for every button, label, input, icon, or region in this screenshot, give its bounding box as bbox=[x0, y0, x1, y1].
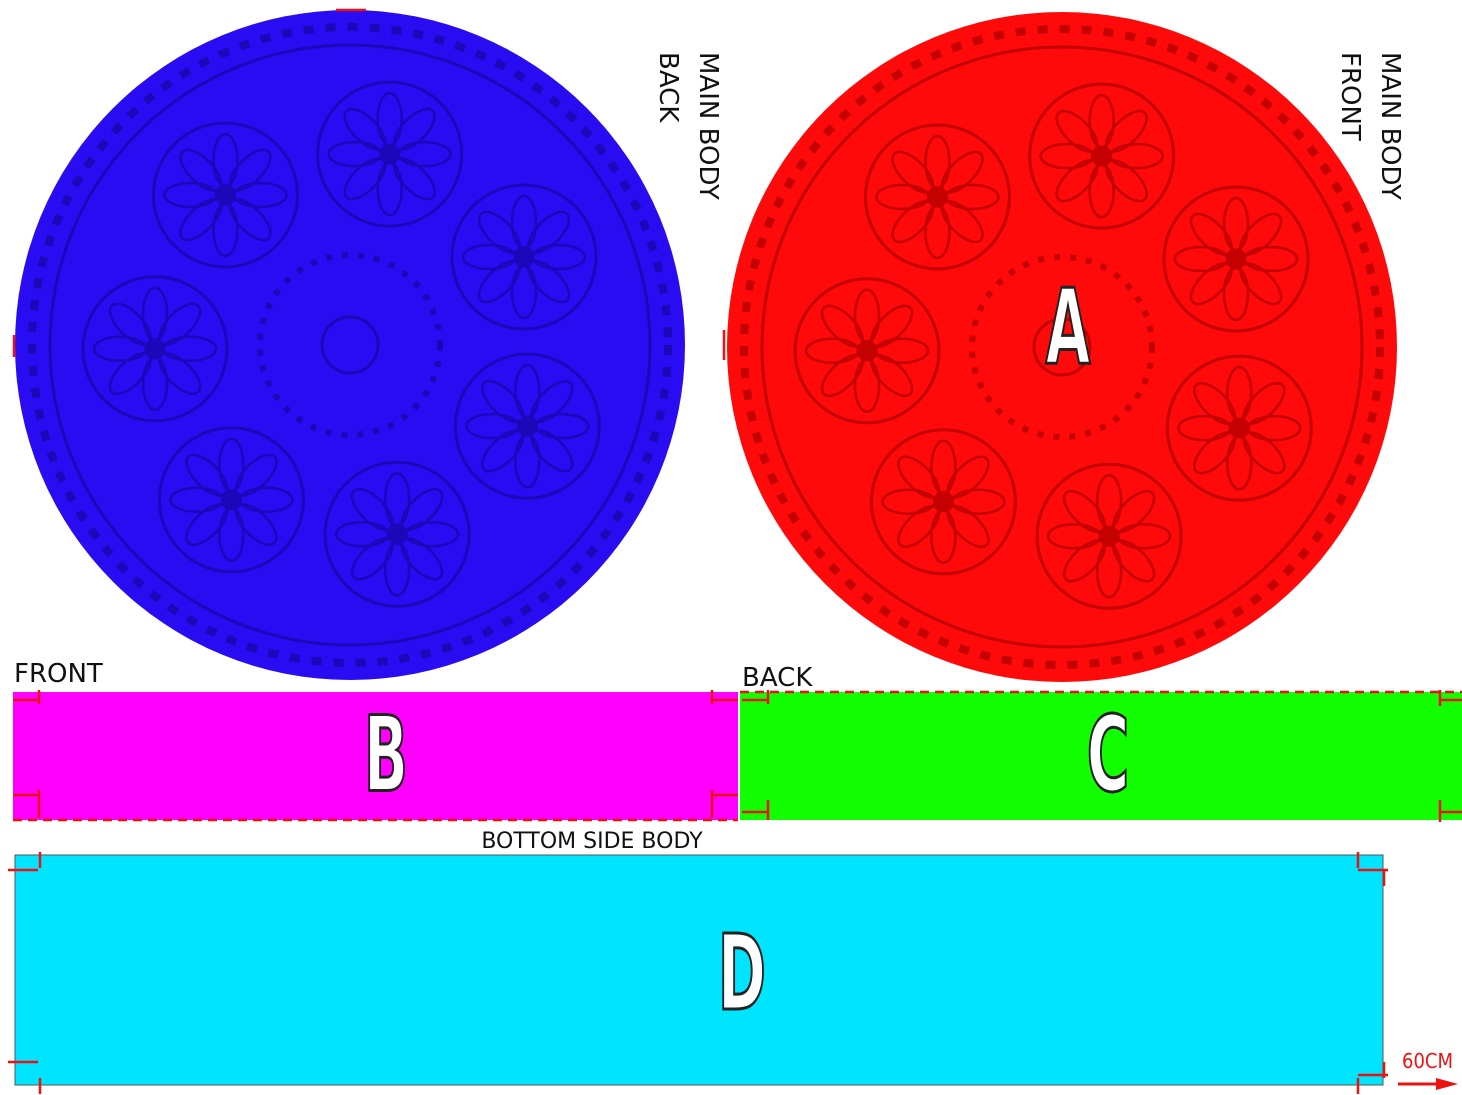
ornament bbox=[1165, 354, 1313, 502]
ornament bbox=[863, 123, 1011, 271]
back-title-1: MAIN BODY bbox=[693, 52, 723, 200]
ornament bbox=[215, 184, 236, 205]
ornament bbox=[969, 254, 1155, 440]
ornament bbox=[387, 524, 408, 545]
ornament bbox=[450, 183, 598, 331]
ornament bbox=[927, 186, 948, 207]
ornament bbox=[379, 144, 400, 165]
ornament bbox=[316, 80, 464, 228]
piece-b bbox=[13, 692, 738, 820]
ornament bbox=[1028, 82, 1176, 230]
ornament bbox=[81, 275, 229, 423]
ornament bbox=[48, 43, 652, 647]
piece-letter: D bbox=[718, 914, 766, 1034]
cut-marks bbox=[8, 8, 1462, 1094]
ornament bbox=[221, 489, 242, 510]
back-title-2: BACK bbox=[653, 52, 683, 123]
ornament bbox=[514, 246, 535, 267]
piece-letter: A bbox=[1046, 269, 1091, 389]
ornament bbox=[1091, 146, 1112, 167]
piece-title: FRONT bbox=[14, 659, 103, 689]
back-circle bbox=[15, 10, 685, 680]
ornament bbox=[517, 416, 538, 437]
ornament bbox=[740, 25, 1384, 669]
front-title-1: MAIN BODY bbox=[1375, 52, 1405, 200]
ornament bbox=[151, 121, 299, 269]
ornament bbox=[1032, 317, 1092, 377]
ornament bbox=[1226, 248, 1247, 269]
front-circle bbox=[727, 12, 1397, 682]
scale-note: 60CM bbox=[1402, 1049, 1453, 1073]
ornament bbox=[320, 315, 380, 375]
ornament bbox=[453, 352, 601, 500]
ornament bbox=[793, 277, 941, 425]
ornament bbox=[323, 460, 471, 608]
ornament bbox=[157, 426, 305, 574]
piece-letter: B bbox=[364, 696, 408, 816]
ornament bbox=[1035, 462, 1183, 610]
piece-c bbox=[740, 692, 1462, 820]
ornament bbox=[1229, 418, 1250, 439]
ornament bbox=[145, 338, 166, 359]
ornament bbox=[760, 45, 1364, 649]
piece-d bbox=[14, 854, 1384, 1086]
ornament bbox=[933, 491, 954, 512]
ornament bbox=[257, 252, 443, 438]
ornament bbox=[857, 340, 878, 361]
piece-letter: C bbox=[1087, 696, 1130, 816]
ornament bbox=[28, 23, 672, 667]
mandala-back bbox=[28, 23, 672, 667]
ornament bbox=[1162, 185, 1310, 333]
piece-title: BACK bbox=[742, 663, 813, 693]
front-title-2: FRONT bbox=[1335, 52, 1365, 141]
ornament bbox=[1099, 526, 1120, 547]
ornament bbox=[869, 428, 1017, 576]
piece-title: BOTTOM SIDE BODY bbox=[481, 829, 703, 854]
mandala-front bbox=[740, 25, 1384, 669]
